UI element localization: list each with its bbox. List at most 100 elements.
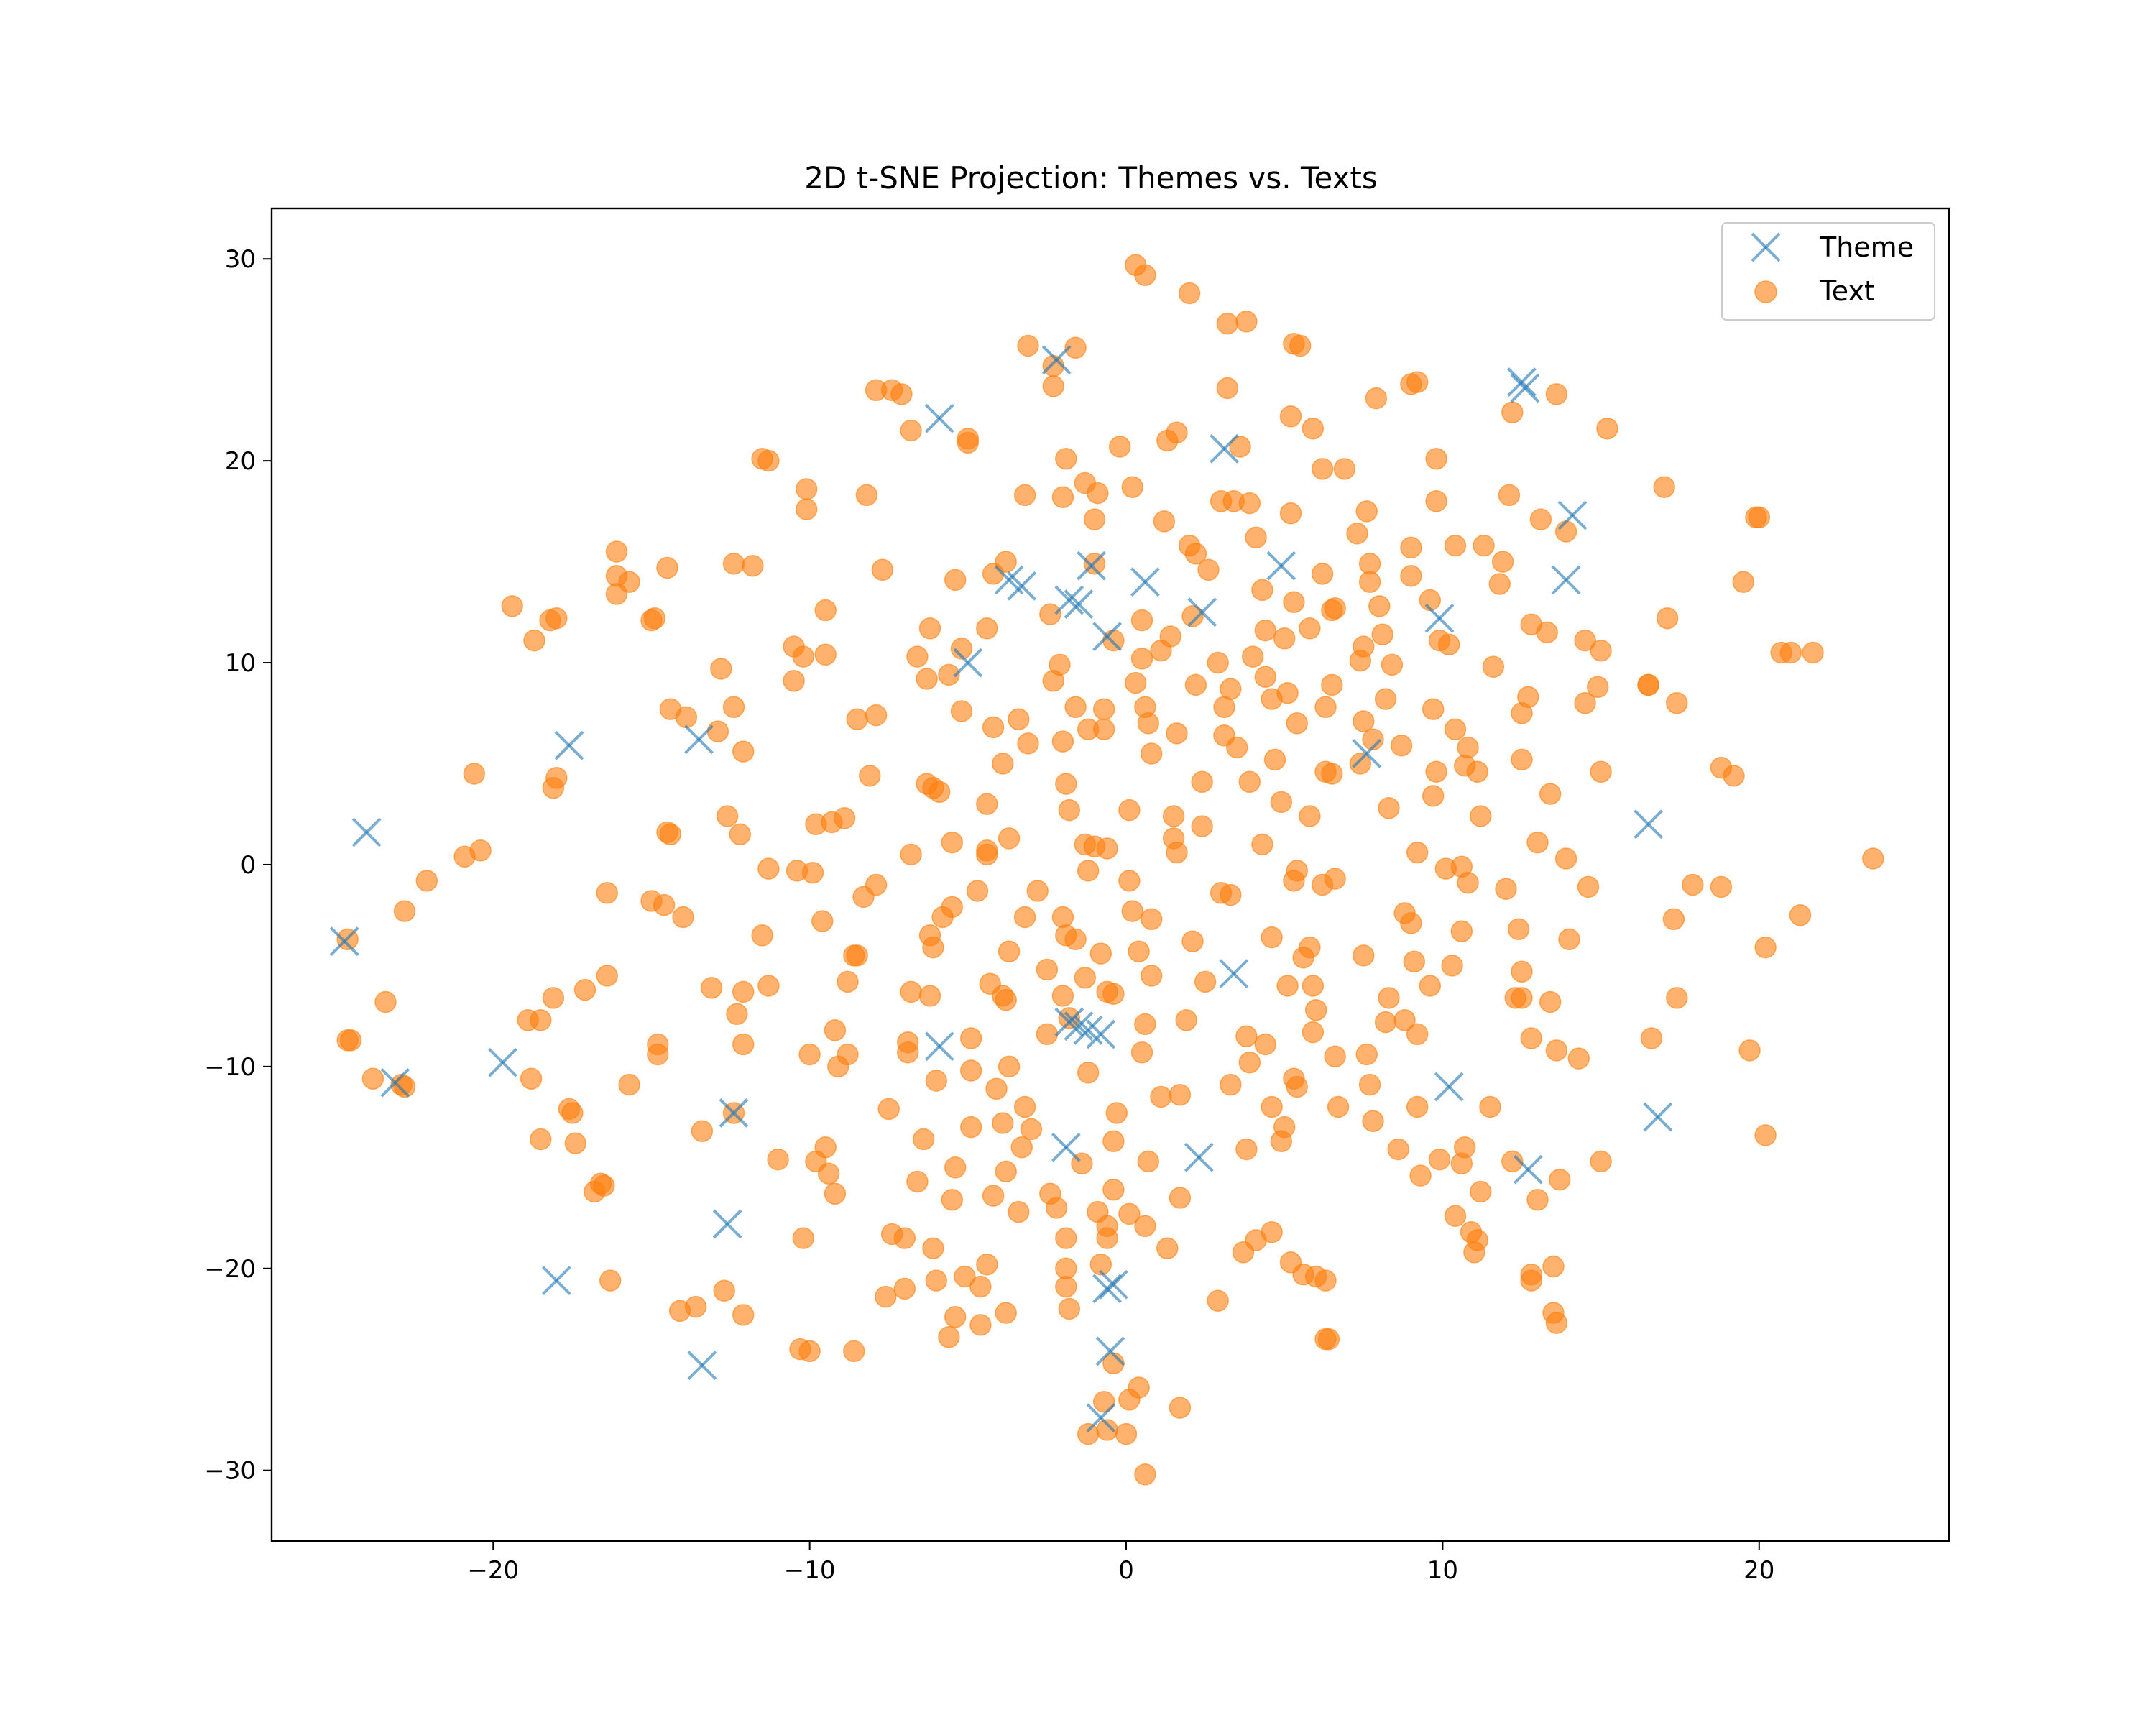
text-point — [1286, 1075, 1309, 1098]
x-tick-label: −20 — [467, 1556, 519, 1585]
text-point — [1220, 883, 1242, 906]
text-point — [893, 1227, 916, 1249]
text-point — [1507, 918, 1530, 941]
text-point — [1276, 975, 1299, 997]
text-point — [918, 617, 941, 640]
text-point — [824, 1182, 847, 1205]
text-point — [501, 595, 523, 617]
text-point — [1083, 508, 1106, 530]
text-point — [1358, 571, 1381, 593]
text-point — [659, 823, 682, 846]
text-point — [1238, 770, 1261, 794]
text-point — [1134, 1463, 1156, 1486]
theme-point — [712, 1209, 742, 1239]
text-point — [1463, 1241, 1485, 1264]
text-point — [1058, 1297, 1081, 1320]
text-point — [1118, 1202, 1141, 1225]
text-point — [1444, 1205, 1467, 1227]
text-point — [1324, 597, 1346, 620]
text-point — [1169, 1397, 1192, 1419]
text-point — [795, 478, 818, 500]
text-point — [1549, 1168, 1571, 1191]
text-point — [1422, 785, 1445, 807]
text-point — [1241, 645, 1264, 668]
text-point — [900, 980, 922, 1003]
text-point — [1292, 946, 1314, 969]
text-point — [928, 781, 951, 804]
text-point — [1362, 728, 1384, 751]
text-point — [1051, 486, 1074, 508]
text-point — [742, 554, 764, 577]
theme-point — [719, 1098, 749, 1128]
text-point — [938, 1326, 960, 1348]
text-point — [1314, 1269, 1337, 1292]
x-tick-label: −10 — [784, 1556, 836, 1585]
text-point — [1498, 484, 1521, 507]
text-point — [700, 977, 723, 999]
text-point — [1374, 1011, 1397, 1034]
theme-point — [351, 817, 382, 847]
text-point — [1539, 990, 1562, 1013]
text-point — [995, 1302, 1017, 1324]
text-point — [1261, 1095, 1283, 1118]
text-point — [726, 1003, 748, 1026]
text-point — [837, 970, 859, 993]
text-point — [1128, 940, 1150, 962]
text-point — [1488, 573, 1511, 595]
text-point — [1051, 906, 1074, 929]
text-point — [1251, 579, 1273, 602]
theme-point — [1434, 1072, 1464, 1102]
text-point — [757, 449, 780, 472]
text-point — [1013, 906, 1036, 929]
text-point — [1400, 536, 1422, 559]
text-point — [1353, 710, 1375, 732]
text-point — [675, 706, 698, 729]
text-point — [545, 607, 568, 630]
text-point — [1862, 847, 1884, 870]
text-point — [1261, 1220, 1283, 1243]
text-point — [618, 1073, 640, 1096]
text-point — [415, 870, 438, 892]
text-point — [969, 1314, 992, 1336]
text-point — [1441, 954, 1463, 977]
text-point — [1545, 1039, 1568, 1062]
text-point — [1450, 920, 1473, 942]
text-point — [1169, 1083, 1192, 1106]
theme-point — [1551, 565, 1581, 595]
text-point — [520, 1067, 543, 1090]
text-point — [959, 1116, 982, 1138]
text-point — [1013, 1095, 1036, 1118]
text-point — [1469, 1180, 1492, 1203]
text-point — [542, 987, 565, 1009]
text-point — [792, 645, 815, 668]
text-point — [647, 1043, 669, 1066]
text-point — [722, 553, 745, 575]
text-point — [1008, 1200, 1030, 1223]
text-point — [1554, 520, 1577, 543]
text-point — [1682, 873, 1704, 896]
text-point — [1529, 508, 1552, 530]
text-point — [992, 753, 1014, 775]
text-point — [1118, 799, 1141, 822]
text-point — [982, 1184, 1005, 1207]
y-tick-label: 0 — [240, 851, 256, 880]
text-point — [941, 1189, 964, 1211]
text-point — [1596, 417, 1618, 440]
text-point — [1453, 1136, 1476, 1159]
theme-point — [1557, 500, 1588, 530]
text-point — [1191, 770, 1213, 794]
text-point — [1254, 619, 1277, 642]
text-point — [976, 793, 998, 815]
text-point — [922, 1237, 944, 1259]
text-point — [1197, 558, 1220, 581]
text-point — [1299, 805, 1321, 827]
theme-point — [1054, 585, 1084, 615]
theme-point — [1510, 373, 1540, 403]
text-point — [722, 696, 745, 719]
text-point — [1153, 510, 1176, 533]
text-point — [998, 940, 1021, 962]
text-point — [1520, 1269, 1542, 1292]
plot-area-frame — [270, 207, 1950, 1542]
text-point — [1381, 653, 1404, 676]
text-point — [1349, 649, 1372, 672]
